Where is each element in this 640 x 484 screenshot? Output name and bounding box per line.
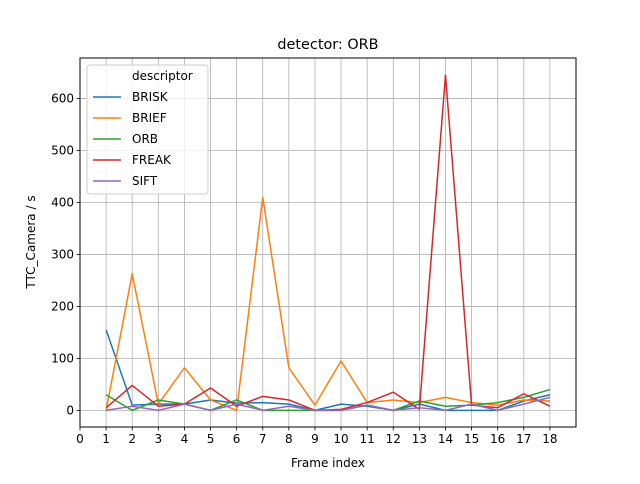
x-tick-label: 10 — [333, 432, 348, 446]
y-tick-label: 300 — [51, 247, 74, 261]
series-line-brief — [105, 196, 550, 412]
legend-items: BRISK BRIEF ORB FREAK SIFT — [93, 90, 172, 188]
x-tick-label: 6 — [233, 432, 241, 446]
y-tick-label: 200 — [51, 299, 74, 313]
y-axis-label: TTC_Camera / s — [24, 195, 38, 289]
chart-title: detector: ORB — [277, 37, 378, 53]
x-tick-label: 7 — [259, 432, 267, 446]
y-tick-label: 400 — [51, 195, 74, 209]
y-tick-label: 600 — [51, 92, 74, 106]
x-tick-label: 3 — [154, 432, 162, 446]
x-tick-label: 17 — [516, 432, 531, 446]
x-tick-label: 0 — [76, 432, 84, 446]
x-tick-label: 12 — [386, 432, 401, 446]
legend-label-freak: FREAK — [132, 153, 172, 167]
x-tick-label: 5 — [207, 432, 215, 446]
legend-label-brisk: BRISK — [132, 90, 169, 104]
x-tick-label: 13 — [412, 432, 427, 446]
y-tick-label: 500 — [51, 144, 74, 158]
legend-label-orb: ORB — [132, 132, 158, 146]
y-axis-ticks: 0 100 200 300 400 500 600 — [51, 92, 80, 417]
x-tick-label: 1 — [102, 432, 110, 446]
x-axis-label: Frame index — [291, 456, 365, 470]
x-tick-label: 8 — [285, 432, 293, 446]
legend-title: descriptor — [132, 69, 193, 83]
y-tick-label: 0 — [66, 403, 74, 417]
series-line-sift — [105, 396, 551, 412]
x-tick-label: 9 — [311, 432, 319, 446]
x-tick-label: 4 — [181, 432, 189, 446]
x-tick-label: 2 — [128, 432, 136, 446]
series-lines — [105, 74, 551, 412]
plot-area-frame — [79, 57, 577, 428]
x-tick-label: 14 — [438, 432, 453, 446]
x-tick-label: 15 — [464, 432, 479, 446]
legend-label-brief: BRIEF — [132, 111, 167, 125]
x-tick-label: 18 — [542, 432, 557, 446]
legend-label-sift: SIFT — [132, 174, 158, 188]
x-axis-ticks: 0 1 2 3 4 5 6 7 8 9 10 11 12 13 14 15 16 17 18 — [76, 427, 558, 446]
x-tick-label: 11 — [360, 432, 375, 446]
x-tick-label: 16 — [490, 432, 505, 446]
legend: descriptor BRISK BRIEF ORB FREAK SIFT — [86, 64, 209, 195]
y-tick-label: 100 — [51, 351, 74, 365]
